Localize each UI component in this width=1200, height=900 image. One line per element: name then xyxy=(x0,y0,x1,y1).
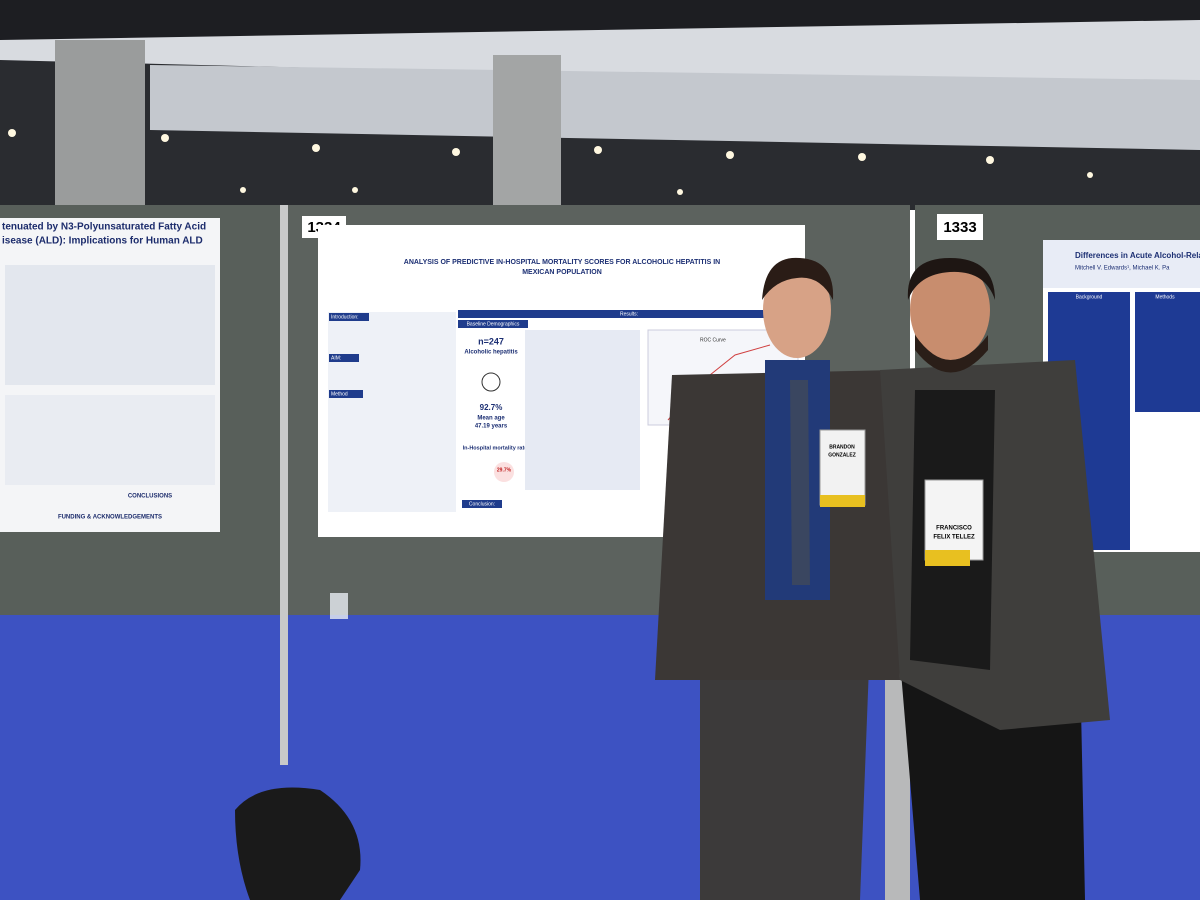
poster-section: Introduction: xyxy=(331,314,359,320)
stat: Mean age xyxy=(477,416,505,422)
ceiling-beam xyxy=(0,20,1200,90)
poster-section: Background xyxy=(1076,294,1103,300)
poster-figure xyxy=(5,265,215,385)
badge-name: FRANCISCO xyxy=(936,526,972,532)
badge-name: FELIX TELLEZ xyxy=(933,535,975,541)
poster-section: FUNDING & ACKNOWLEDGEMENTS xyxy=(58,515,162,521)
poster-title: Differences in Acute Alcohol-Related Hea… xyxy=(1075,251,1200,260)
poster-authors: Mitchell V. Edwards¹, Michael K. Pa xyxy=(1075,266,1170,272)
section-tag xyxy=(329,313,369,321)
badge-name: BRANDON xyxy=(829,444,855,450)
poster-title: ANALYSIS OF PREDICTIVE IN-HOSPITAL MORTA… xyxy=(404,259,720,266)
stat: 47.19 years xyxy=(475,424,508,430)
stat: 92.7% xyxy=(480,403,503,412)
poster-table xyxy=(525,330,640,490)
poster-title: MEXICAN POPULATION xyxy=(522,269,602,276)
section-tag xyxy=(329,390,363,398)
pillar xyxy=(55,40,145,205)
icon-person xyxy=(481,372,501,392)
cup xyxy=(330,593,348,619)
poster-section: Baseline Demographics xyxy=(467,321,520,327)
bag xyxy=(235,787,361,900)
poster-section: Method xyxy=(331,391,348,397)
stat: 29.7% xyxy=(497,467,512,473)
icon-skull xyxy=(494,462,514,482)
section-tag xyxy=(462,500,502,508)
stat: Alcoholic hepatitis xyxy=(464,350,518,356)
ceiling-lights xyxy=(8,129,1093,195)
poster-section: Conclusion: xyxy=(469,501,495,507)
pillar xyxy=(493,55,561,205)
stat: n=247 xyxy=(478,336,504,346)
section-tag xyxy=(329,354,359,362)
poster-section: AIM: xyxy=(331,355,341,361)
poster-column xyxy=(1135,292,1200,412)
ceiling-beam xyxy=(150,65,1200,150)
stat: In-Hospital mortality rate xyxy=(463,445,528,451)
person-right: FRANCISCO FELIX TELLEZ xyxy=(880,258,1110,900)
poster-section: CONCLUSIONS xyxy=(128,494,172,500)
badge-name: GONZALEZ xyxy=(828,452,856,458)
section-tag xyxy=(458,310,800,318)
poster-column xyxy=(328,312,456,512)
poster-figure xyxy=(5,395,215,485)
chart-title: ROC Curve xyxy=(700,337,726,343)
booth-number: 1333 xyxy=(943,219,976,236)
poster-section: Methods xyxy=(1155,294,1175,300)
section-tag xyxy=(458,320,528,328)
poster-title: tenuated by N3-Polyunsaturated Fatty Aci… xyxy=(2,222,206,233)
poster-section: Results: xyxy=(620,311,638,317)
poster-title: isease (ALD): Implications for Human ALD xyxy=(2,236,203,247)
booth-sign xyxy=(937,214,983,240)
poster-header xyxy=(1043,240,1200,288)
person-left: BRANDON GONZALEZ xyxy=(655,257,900,900)
board-post xyxy=(280,205,288,765)
